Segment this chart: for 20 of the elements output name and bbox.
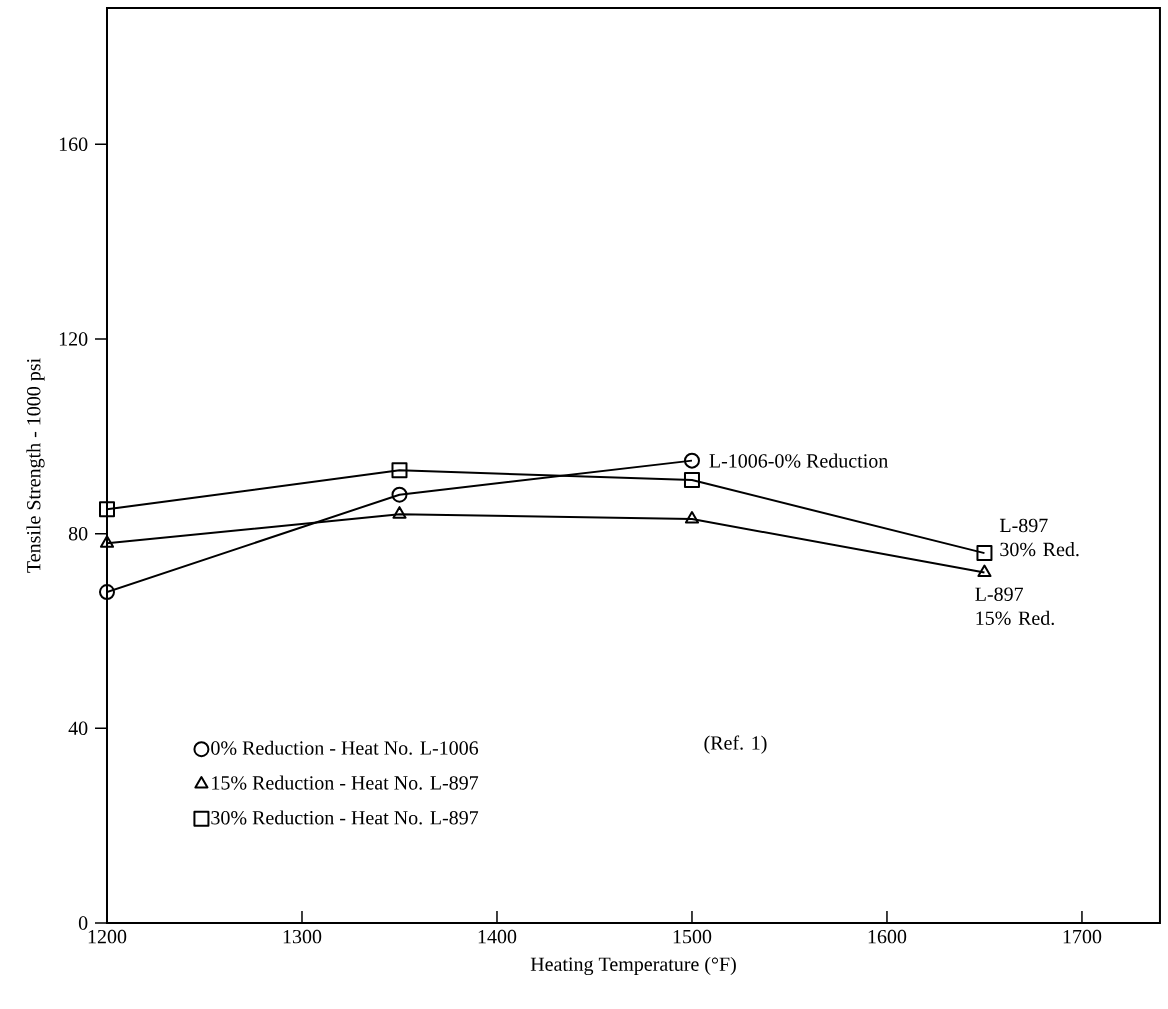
y-tick-label: 80 [68,526,88,541]
y-tick-label: 160 [59,137,88,152]
annotation: (Ref. 1) [704,735,767,754]
y-tick-label: 40 [68,721,88,736]
legend-label: 30% Reduction - Heat No. L-897 [211,810,479,825]
legend-label: 0% Reduction - Heat No. L-1006 [211,740,479,755]
y-tick-label: 120 [59,332,88,346]
x-tick-label: 1400 [478,929,517,944]
legend-label: 15% Reduction - Heat No. L-897 [212,775,479,790]
annotation: L-1006-0% Reduction [709,453,888,468]
x-tick-label: 1200 [88,929,127,944]
x-axis-title: Heating Temperature (°F) [530,956,736,976]
y-tick-label: 0 [78,916,88,930]
y-axis-title: Tensile Strength - 1000 psi [26,358,45,573]
x-tick-label: 1300 [283,929,322,944]
annotation: L-897 15% Red. [975,587,1054,626]
x-tick-label: 1600 [868,929,907,944]
annotation: L-897 30% Red. [999,518,1079,557]
x-tick-label: 1700 [1063,929,1102,944]
x-tick-label: 1500 [673,929,712,944]
